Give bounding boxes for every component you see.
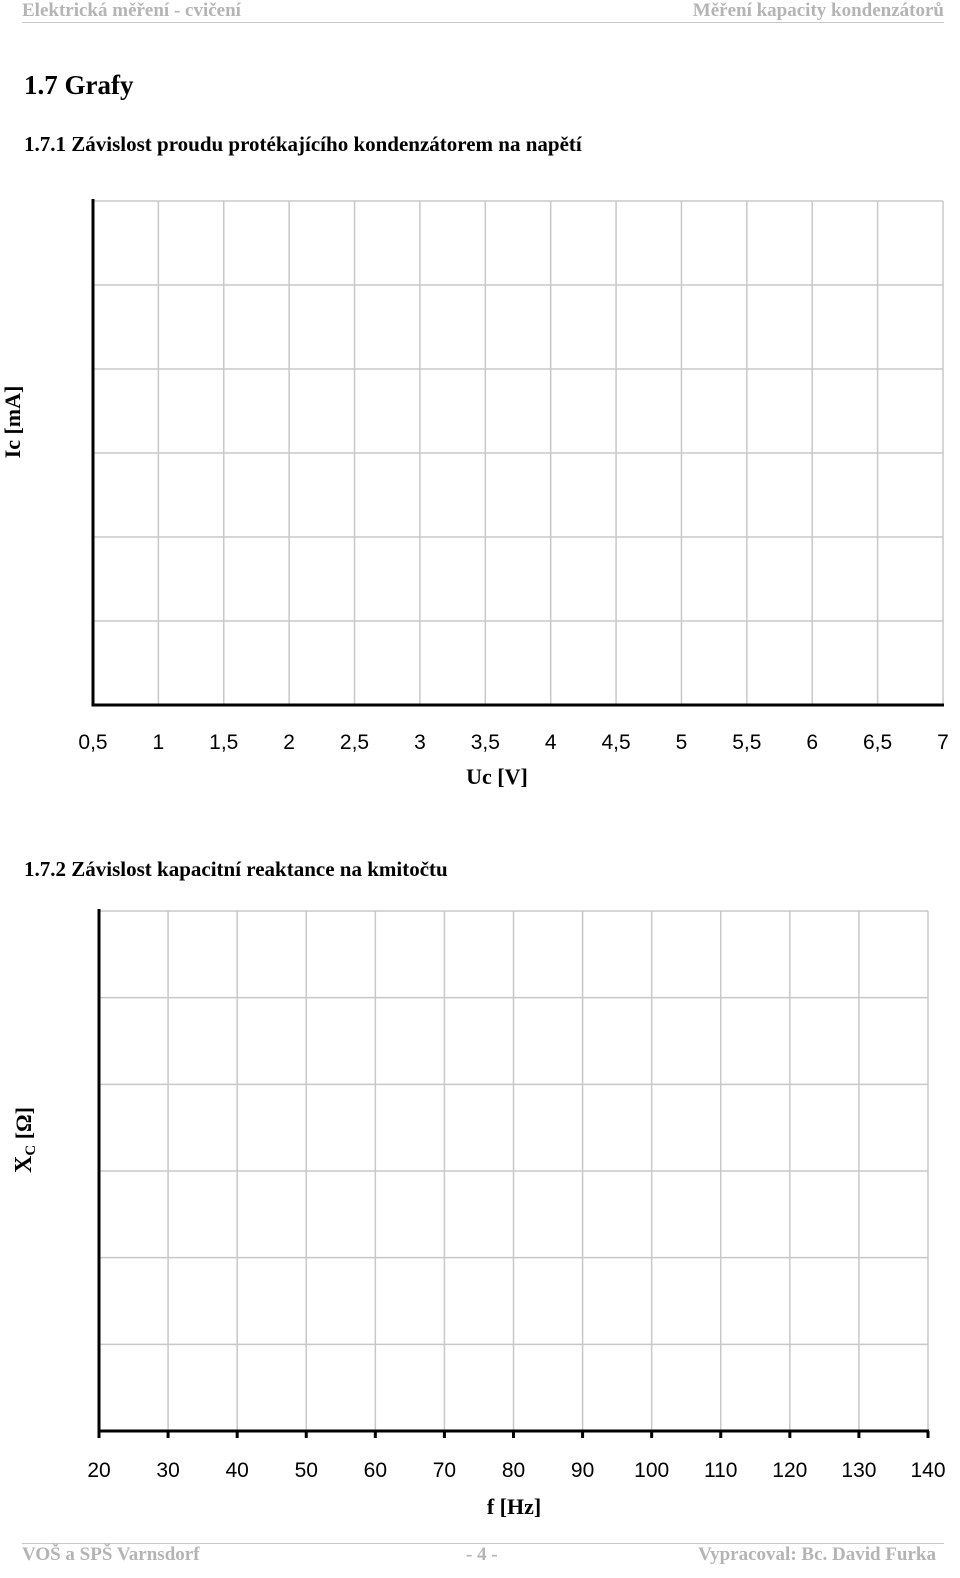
header-right-title: Měření kapacity kondenzátorů — [692, 0, 944, 21]
footer-right: Vypracoval: Bc. David Furka — [698, 1544, 936, 1565]
footer-left: VOŠ a SPŠ Varnsdorf — [22, 1544, 200, 1565]
chart1-x-ticks: 0,5 1 1,5 2 2,5 3 3,5 4 4,5 5 5,5 6 6,5 7 — [78, 731, 948, 754]
chart1-svg: 0,5 1 1,5 2 2,5 3 3,5 4 4,5 5 5,5 6 6,5 7 Uc [V] Ic [… — [0, 199, 949, 789]
chart1-x-tick-label: 6 — [806, 731, 818, 754]
chart2-x-tick-label: 140 — [910, 1459, 945, 1482]
chart1-x-tick-label: 5 — [676, 731, 688, 754]
chart2: 20 30 40 50 60 70 80 90 100 110 120 130 140 f [Hz] X… — [0, 900, 960, 1530]
chart1-x-tick-label: 3 — [414, 731, 426, 754]
footer-page-number: - 4 - — [466, 1544, 498, 1565]
chart1-heading: 1.7.1 Závislost proudu protékajícího kon… — [24, 132, 582, 156]
chart2-x-tick-label: 70 — [433, 1459, 456, 1482]
chart1-x-axis-label: Uc [V] — [466, 764, 528, 789]
chart2-x-ticks: 20 30 40 50 60 70 80 90 100 110 120 130 140 — [87, 1431, 946, 1482]
chart2-x-tick-label: 30 — [156, 1459, 179, 1482]
chart1-x-tick-label: 4 — [545, 731, 557, 754]
chart2-x-tick-label: 110 — [704, 1459, 737, 1482]
chart2-x-tick-label: 90 — [571, 1459, 594, 1482]
chart2-x-tick-label: 50 — [295, 1459, 318, 1482]
chart1-x-tick-label: 3,5 — [471, 731, 500, 754]
chart2-y-axis-label: XC [Ω] — [11, 1107, 39, 1173]
chart2-x-tick-label: 60 — [364, 1459, 387, 1482]
chart1-x-tick-label: 7 — [937, 731, 949, 754]
chart2-grid — [97, 909, 929, 1433]
chart1-x-tick-label: 0,5 — [78, 731, 107, 754]
chart2-x-tick-label: 40 — [225, 1459, 248, 1482]
chart1-y-axis-label: Ic [mA] — [0, 386, 25, 459]
header-divider — [22, 22, 944, 23]
chart1-x-tick-label: 1,5 — [209, 731, 238, 754]
chart2-x-tick-label: 120 — [772, 1459, 807, 1482]
chart2-x-tick-label: 100 — [634, 1459, 669, 1482]
chart1-x-tick-label: 4,5 — [601, 731, 630, 754]
chart1-x-tick-label: 6,5 — [863, 731, 892, 754]
chart2-x-tick-label: 130 — [841, 1459, 876, 1482]
chart1: 0,5 1 1,5 2 2,5 3 3,5 4 4,5 5 5,5 6 6,5 7 Uc [V] Ic [… — [0, 190, 960, 800]
chart1-x-tick-label: 1 — [153, 731, 165, 754]
chart1-x-tick-label: 2 — [283, 731, 295, 754]
header-left-title: Elektrická měření - cvičení — [22, 0, 241, 21]
chart2-x-tick-label: 80 — [502, 1459, 525, 1482]
chart2-svg: 20 30 40 50 60 70 80 90 100 110 120 130 140 f [Hz] X… — [11, 909, 946, 1519]
chart2-heading: 1.7.2 Závislost kapacitní reaktance na k… — [24, 857, 448, 881]
chart1-grid — [91, 199, 944, 707]
chart1-x-tick-label: 2,5 — [340, 731, 369, 754]
chart1-x-tick-label: 5,5 — [732, 731, 761, 754]
footer-divider — [22, 1543, 944, 1544]
chart2-x-axis-label: f [Hz] — [487, 1494, 541, 1519]
chart2-x-tick-label: 20 — [87, 1459, 110, 1482]
section-title: 1.7 Grafy — [24, 70, 134, 100]
